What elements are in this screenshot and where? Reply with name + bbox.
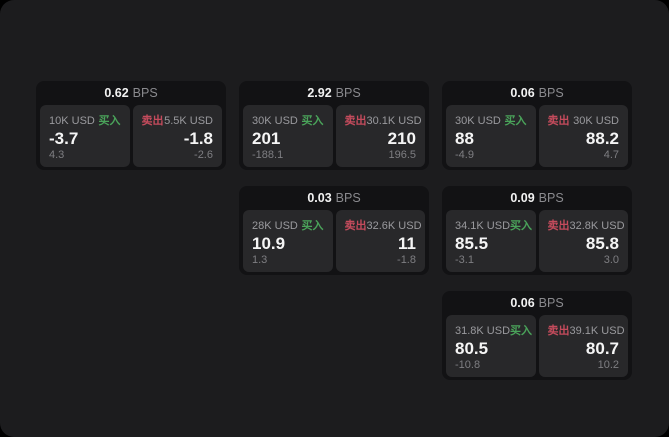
price-tile-card: 0.62 BPS 10K USD 买入 -3.7 4.3 卖出 5.5K USD — [36, 81, 226, 170]
buy-panel[interactable]: 30K USD 买入 201 -188.1 — [243, 105, 333, 167]
buy-sub-value: -188.1 — [252, 149, 284, 161]
bps-unit-label: BPS — [538, 191, 564, 205]
sell-price: 80.7 — [585, 338, 619, 358]
sell-side-label: 卖出 — [547, 115, 570, 127]
bps-unit-label: BPS — [335, 86, 361, 100]
buy-amount: 28K USD — [252, 220, 298, 232]
buy-panel[interactable]: 28K USD 买入 10.9 1.3 — [243, 210, 333, 272]
buy-sub-value: 4.3 — [49, 149, 65, 161]
bps-header: 0.06 BPS — [446, 291, 628, 315]
bps-header: 0.62 BPS — [40, 81, 222, 105]
sell-side-label: 卖出 — [344, 115, 367, 127]
sell-panel[interactable]: 卖出 39.1K USD 80.7 10.2 — [538, 315, 628, 377]
buy-panel[interactable]: 30K USD 买入 88 -4.9 — [446, 105, 536, 167]
buy-side-label: 买入 — [510, 325, 533, 337]
sell-sub-value: 196.5 — [388, 149, 416, 161]
sell-amount: 32.8K USD — [569, 220, 625, 232]
bps-header: 2.92 BPS — [243, 81, 425, 105]
sell-amount: 30.1K USD — [366, 115, 422, 127]
price-tile-card: 0.03 BPS 28K USD 买入 10.9 1.3 卖出 32.6K US… — [239, 186, 429, 275]
bps-header: 0.03 BPS — [243, 186, 425, 210]
buy-price: 85.5 — [455, 233, 489, 253]
sell-panel[interactable]: 卖出 30.1K USD 210 196.5 — [335, 105, 425, 167]
sell-panel[interactable]: 卖出 5.5K USD -1.8 -2.6 — [132, 105, 222, 167]
buy-side-label: 买入 — [504, 115, 527, 127]
sell-side-label: 卖出 — [547, 220, 570, 232]
buy-amount: 31.8K USD — [455, 325, 511, 337]
panels-row: 34.1K USD 买入 85.5 -3.1 卖出 32.8K USD 85.8… — [446, 210, 628, 272]
buy-side-label: 买入 — [301, 220, 324, 232]
buy-amount: 34.1K USD — [455, 220, 511, 232]
buy-sub-value: 1.3 — [252, 254, 268, 266]
sell-amount: 32.6K USD — [366, 220, 422, 232]
sell-amount: 39.1K USD — [569, 325, 625, 337]
sell-price: 85.8 — [585, 233, 619, 253]
sell-price: 11 — [398, 233, 416, 253]
sell-sub-value: 4.7 — [603, 149, 619, 161]
bps-value: 0.06 — [510, 296, 535, 310]
bps-unit-label: BPS — [538, 296, 564, 310]
bps-unit-label: BPS — [538, 86, 564, 100]
buy-sub-value: -3.1 — [455, 254, 474, 266]
bps-header: 0.09 BPS — [446, 186, 628, 210]
buy-amount: 30K USD — [252, 115, 298, 127]
bps-value: 2.92 — [307, 86, 332, 100]
sell-price: 210 — [387, 128, 416, 148]
price-tile-card: 2.92 BPS 30K USD 买入 201 -188.1 卖出 30.1K … — [239, 81, 429, 170]
buy-sub-value: -10.8 — [455, 359, 481, 371]
price-tile-card: 0.06 BPS 30K USD 买入 88 -4.9 卖出 30K USD — [442, 81, 632, 170]
bps-unit-label: BPS — [132, 86, 158, 100]
buy-panel[interactable]: 10K USD 买入 -3.7 4.3 — [40, 105, 130, 167]
sell-sub-value: 10.2 — [597, 359, 619, 371]
price-tile-card: 0.09 BPS 34.1K USD 买入 85.5 -3.1 卖出 32.8K… — [442, 186, 632, 275]
sell-side-label: 卖出 — [344, 220, 367, 232]
sell-sub-value: 3.0 — [603, 254, 619, 266]
tile-grid: 0.62 BPS 10K USD 买入 -3.7 4.3 卖出 5.5K USD — [36, 81, 633, 380]
buy-price: 88 — [455, 128, 474, 148]
buy-price: 201 — [252, 128, 281, 148]
panels-row: 30K USD 买入 88 -4.9 卖出 30K USD 88.2 4.7 — [446, 105, 628, 167]
buy-side-label: 买入 — [98, 115, 121, 127]
panels-row: 31.8K USD 买入 80.5 -10.8 卖出 39.1K USD 80.… — [446, 315, 628, 377]
buy-price: 80.5 — [455, 338, 489, 358]
sell-amount: 5.5K USD — [164, 115, 213, 127]
bps-value: 0.62 — [104, 86, 129, 100]
sell-sub-value: -1.8 — [397, 254, 416, 266]
bps-value: 0.06 — [510, 86, 535, 100]
bps-unit-label: BPS — [335, 191, 361, 205]
panels-row: 30K USD 买入 201 -188.1 卖出 30.1K USD 210 1… — [243, 105, 425, 167]
sell-side-label: 卖出 — [547, 325, 570, 337]
buy-panel[interactable]: 31.8K USD 买入 80.5 -10.8 — [446, 315, 536, 377]
sell-panel[interactable]: 卖出 32.6K USD 11 -1.8 — [335, 210, 425, 272]
buy-side-label: 买入 — [301, 115, 324, 127]
bps-value: 0.03 — [307, 191, 332, 205]
price-tile-card: 0.06 BPS 31.8K USD 买入 80.5 -10.8 卖出 39.1… — [442, 291, 632, 380]
panels-row: 10K USD 买入 -3.7 4.3 卖出 5.5K USD -1.8 -2.… — [40, 105, 222, 167]
buy-side-label: 买入 — [510, 220, 533, 232]
bps-value: 0.09 — [510, 191, 535, 205]
sell-price: -1.8 — [183, 128, 213, 148]
sell-panel[interactable]: 卖出 30K USD 88.2 4.7 — [538, 105, 628, 167]
buy-price: -3.7 — [49, 128, 79, 148]
sell-sub-value: -2.6 — [194, 149, 213, 161]
buy-amount: 10K USD — [49, 115, 95, 127]
buy-panel[interactable]: 34.1K USD 买入 85.5 -3.1 — [446, 210, 536, 272]
buy-amount: 30K USD — [455, 115, 501, 127]
sell-price: 88.2 — [585, 128, 619, 148]
bps-header: 0.06 BPS — [446, 81, 628, 105]
sell-amount: 30K USD — [573, 115, 619, 127]
panels-row: 28K USD 买入 10.9 1.3 卖出 32.6K USD 11 -1.8 — [243, 210, 425, 272]
buy-price: 10.9 — [252, 233, 286, 253]
sell-panel[interactable]: 卖出 32.8K USD 85.8 3.0 — [538, 210, 628, 272]
sell-side-label: 卖出 — [141, 115, 164, 127]
buy-sub-value: -4.9 — [455, 149, 474, 161]
